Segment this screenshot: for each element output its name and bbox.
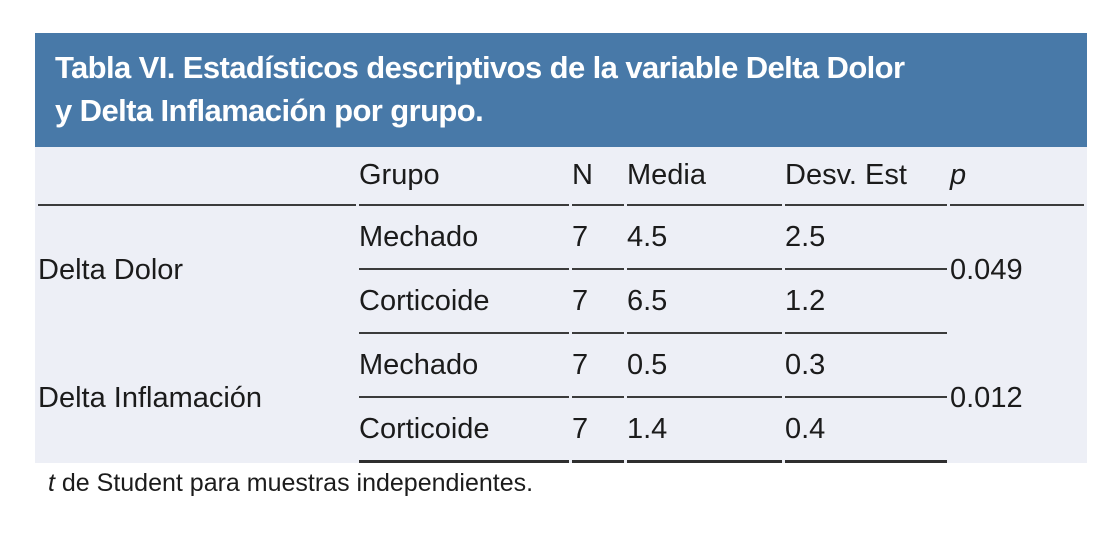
statistics-table: Grupo N Media Desv. Est p Delta Dolor Me… bbox=[35, 147, 1087, 463]
table-figure: Tabla VI. Estadísticos descriptivos de l… bbox=[35, 33, 1087, 463]
cell-n: 7 bbox=[572, 334, 624, 398]
cell-grupo: Corticoide bbox=[359, 398, 569, 463]
cell-n: 7 bbox=[572, 206, 624, 270]
row-label-delta-dolor: Delta Dolor bbox=[38, 253, 184, 286]
footnote-text: de Student para muestras independientes. bbox=[61, 469, 534, 497]
p-value-delta-inflamacion: 0.012 bbox=[950, 382, 1023, 414]
table-row: Delta Inflamación Mechado 7 0.5 0.3 0.01… bbox=[38, 334, 1084, 415]
header-cell-media: Media bbox=[627, 147, 782, 206]
cell-desv: 1.2 bbox=[785, 270, 947, 334]
table-title-line1: Tabla VI. Estadísticos descriptivos de l… bbox=[55, 50, 905, 85]
header-cell-n: N bbox=[572, 147, 624, 206]
header-cell-grupo: Grupo bbox=[359, 147, 569, 206]
cell-desv: 0.4 bbox=[785, 398, 947, 463]
table-row: Delta Dolor Mechado 7 4.5 2.5 0.049 bbox=[38, 206, 1084, 286]
table-footnote: t de Student para muestras independiente… bbox=[48, 468, 533, 498]
header-cell-empty bbox=[38, 147, 356, 206]
table-row: Corticoide 7 6.5 1.2 bbox=[38, 270, 1084, 334]
cell-grupo: Mechado bbox=[359, 334, 569, 398]
cell-media: 4.5 bbox=[627, 206, 782, 270]
cell-grupo: Corticoide bbox=[359, 270, 569, 334]
table-row: Corticoide 7 1.4 0.4 bbox=[38, 398, 1084, 463]
p-value-delta-dolor: 0.049 bbox=[950, 253, 1023, 286]
table-title: Tabla VI. Estadísticos descriptivos de l… bbox=[35, 33, 1087, 147]
cell-desv: 0.3 bbox=[785, 334, 947, 398]
cell-media: 0.5 bbox=[627, 334, 782, 398]
header-row: Grupo N Media Desv. Est p bbox=[38, 147, 1084, 206]
table-title-line2: y Delta Inflamación por grupo. bbox=[55, 93, 484, 128]
cell-n: 7 bbox=[572, 398, 624, 463]
cell-n: 7 bbox=[572, 270, 624, 334]
footnote-t-symbol: t bbox=[48, 469, 55, 497]
cell-media: 6.5 bbox=[627, 270, 782, 334]
cell-desv: 2.5 bbox=[785, 206, 947, 270]
cell-grupo: Mechado bbox=[359, 206, 569, 270]
row-label-delta-inflamacion: Delta Inflamación bbox=[38, 382, 263, 414]
header-cell-desv-est: Desv. Est bbox=[785, 147, 947, 206]
cell-media: 1.4 bbox=[627, 398, 782, 463]
header-cell-p: p bbox=[950, 147, 1084, 206]
